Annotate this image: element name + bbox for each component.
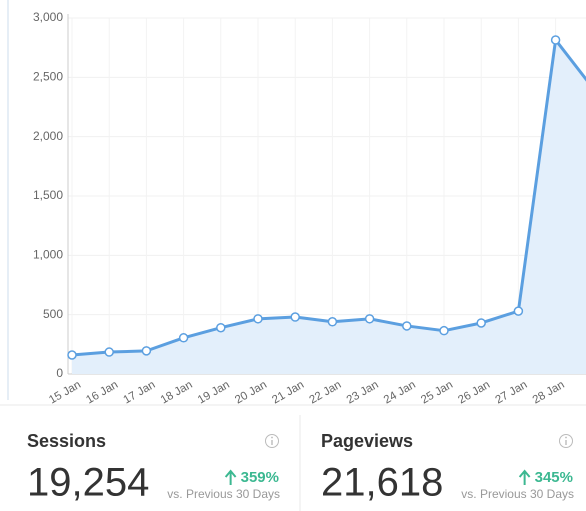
x-tick-label: 23 Jan [345,379,381,407]
point [253,314,263,324]
x-tick-label: 24 Jan [382,379,418,407]
x-tick-label: 25 Jan [419,379,455,407]
info-icon [265,434,279,448]
stat-value: 21,618 [321,461,443,505]
point [402,321,412,331]
up-arrow [224,469,237,485]
y-tick-label: 0 [56,366,63,380]
point [439,325,449,336]
point [327,317,338,327]
point [67,350,77,360]
info-icon [559,434,573,448]
point [476,318,486,328]
stat-title: Sessions [27,431,106,451]
y-tick-label: 2,000 [33,129,63,143]
point [364,314,375,324]
x-tick-label: 16 Jan [84,379,120,407]
point [550,35,561,45]
x-tick-label: 26 Jan [456,379,492,407]
x-tick-label: 15 Jan [47,379,83,407]
x-tick-label: 28 Jan [531,379,567,407]
x-tick-label: 22 Jan [308,379,344,407]
point [216,322,226,333]
y-tick-label: 1,500 [33,188,63,202]
chart: 0 500 1,000 1,500 2,000 2,500 3,000 15 Jan 16 Ja… [33,10,586,406]
y-tick-label: 3,000 [33,10,63,24]
point [513,306,524,316]
stat-change: 345% [535,469,573,486]
y-tick-label: 2,500 [33,70,63,84]
x-tick-label: 21 Jan [270,379,306,407]
point [104,347,114,357]
up-arrow [518,469,531,485]
stat-comparison: vs. Previous 30 Days [461,487,574,501]
info-icon [565,436,567,439]
y-tick-label: 500 [43,307,63,321]
line [71,38,586,357]
point [178,333,189,343]
x-tick-label: 17 Jan [122,379,158,407]
stat-title: Pageviews [321,431,413,451]
area [72,39,586,374]
stat-change: 359% [241,469,279,486]
point [141,346,152,356]
y-tick-label: 1,000 [33,248,63,262]
x-tick-label: 27 Jan [494,379,530,407]
x-tick-label: 18 Jan [159,379,195,407]
info-icon [271,436,273,439]
stat-comparison: vs. Previous 30 Days [167,487,280,501]
x-tick-label: 20 Jan [233,379,269,407]
point [290,312,300,322]
stat-value: 19,254 [27,461,149,505]
x-tick-label: 19 Jan [196,379,232,407]
